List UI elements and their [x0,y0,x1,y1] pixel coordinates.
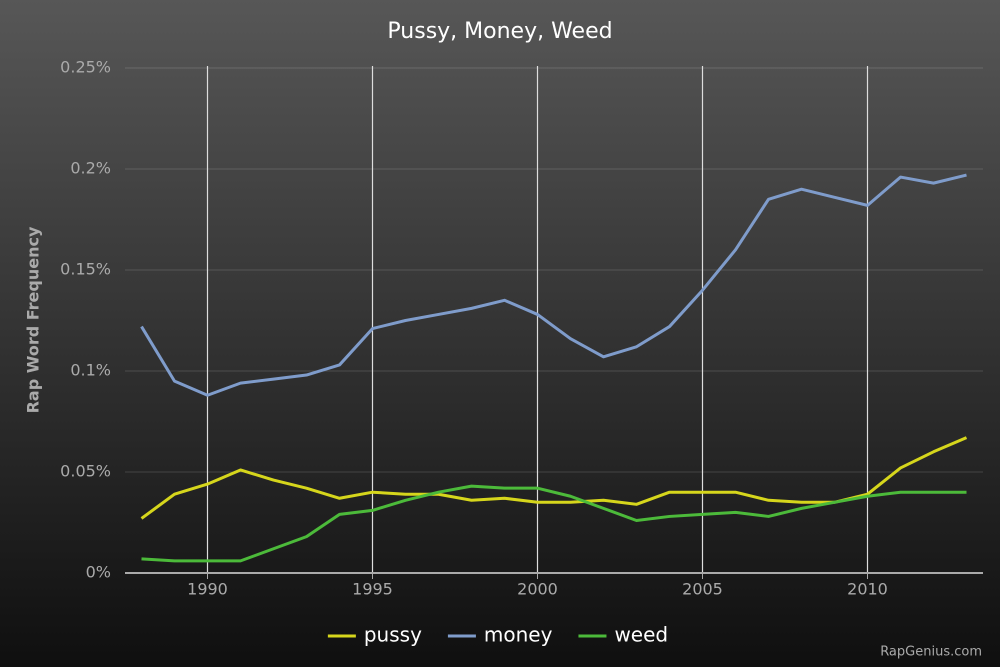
y-tick-label: 0.25% [60,58,111,77]
x-tick-label: 2005 [682,580,723,599]
chart-title: Pussy, Money, Weed [387,19,612,44]
y-tick-label: 0.2% [70,159,111,178]
legend-label: money [484,623,553,647]
watermark: RapGenius.com [880,645,982,660]
x-tick-label: 1990 [187,580,228,599]
y-tick-label: 0% [86,563,111,582]
data-line [141,484,967,563]
y-tick-label: 0.05% [60,462,111,481]
x-tick-label: 2000 [517,580,558,599]
legend-label: weed [614,623,668,647]
y-axis-label: Rap Word Frequency [24,226,43,413]
x-tick-label: 1995 [352,580,393,599]
data-line [140,173,967,397]
legend-label: pussy [364,623,422,647]
y-tick-label: 0.15% [60,260,111,279]
y-tick-label: 0.1% [70,361,111,380]
x-tick-label: 2010 [847,580,888,599]
